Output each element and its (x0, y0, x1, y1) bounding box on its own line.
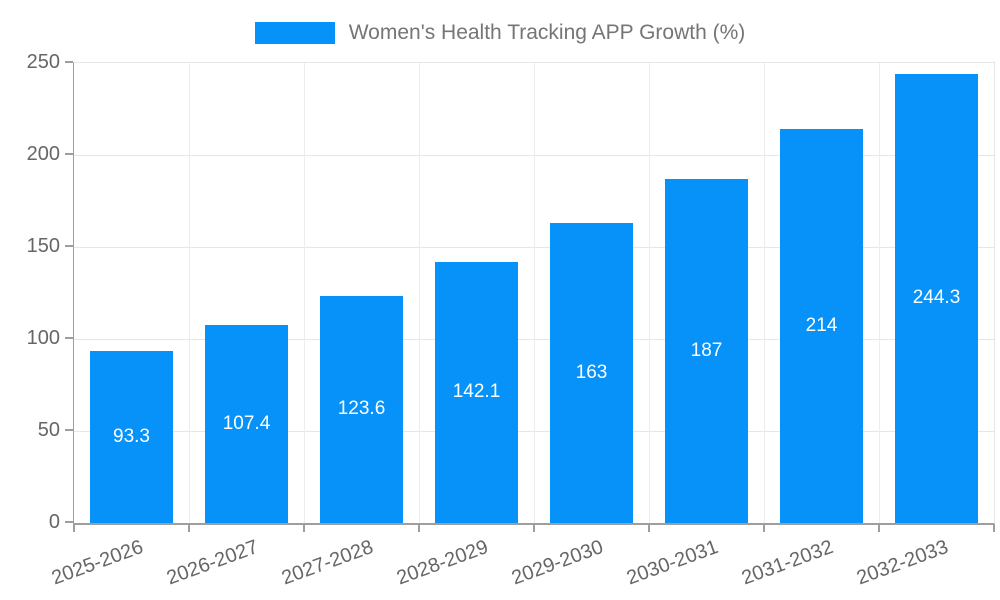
bar-2031-2032[interactable]: 214 (780, 129, 863, 523)
x-axis-tick-label: 2030-2031 (623, 536, 722, 590)
x-axis-tick-mark (303, 524, 305, 532)
y-axis-tick-label: 150 (26, 235, 60, 257)
y-axis-tick-mark (65, 245, 73, 247)
x-axis-tick-mark (763, 524, 765, 532)
gridline-vertical (764, 63, 765, 523)
bar-value-label: 93.3 (113, 426, 150, 448)
x-axis-tick-label: 2028-2029 (393, 536, 492, 590)
y-axis-tick-mark (65, 429, 73, 431)
y-axis-tick-mark (65, 153, 73, 155)
x-axis-tick-label: 2025-2026 (48, 536, 147, 590)
bar-2029-2030[interactable]: 163 (550, 223, 633, 523)
y-axis-tick-label: 0 (48, 511, 60, 533)
bar-value-label: 163 (575, 362, 608, 384)
y-axis-tick-label: 200 (26, 143, 60, 165)
gridline-vertical (879, 63, 880, 523)
gridline-vertical (534, 63, 535, 523)
bar-2025-2026[interactable]: 93.3 (90, 351, 173, 523)
gridline-vertical (419, 63, 420, 523)
y-axis-tick-label: 50 (37, 419, 60, 441)
x-axis-tick-label: 2031-2032 (738, 536, 837, 590)
y-axis-tick-mark (65, 521, 73, 523)
gridline-vertical (649, 63, 650, 523)
x-axis-tick-label: 2027-2028 (278, 536, 377, 590)
bar-value-label: 244.3 (912, 287, 961, 309)
x-axis-tick-mark (648, 524, 650, 532)
x-axis-tick-mark (73, 524, 75, 532)
y-axis-tick-label: 250 (26, 51, 60, 73)
legend-label: Women's Health Tracking APP Growth (%) (348, 21, 746, 44)
x-axis-tick-label: 2026-2027 (163, 536, 262, 590)
plot-area: 93.3 107.4 123.6 142.1 163 187 214 244.3 (73, 62, 995, 525)
x-axis-tick-mark (533, 524, 535, 532)
legend-swatch[interactable] (254, 22, 335, 44)
bar-value-label: 142.1 (452, 381, 501, 403)
bar-value-label: 107.4 (222, 413, 271, 435)
x-axis-tick-mark (188, 524, 190, 532)
x-axis-tick-mark (418, 524, 420, 532)
bar-value-label: 214 (805, 315, 838, 337)
bar-2032-2033[interactable]: 244.3 (895, 73, 978, 523)
y-axis-tick-label: 100 (26, 327, 60, 349)
x-axis-tick-label: 2032-2033 (853, 536, 952, 590)
bar-value-label: 187 (690, 339, 723, 361)
legend[interactable]: Women's Health Tracking APP Growth (%) (0, 18, 1000, 48)
bar-2028-2029[interactable]: 142.1 (435, 261, 518, 523)
bar-value-label: 123.6 (337, 398, 386, 420)
x-axis-tick-label: 2029-2030 (508, 536, 607, 590)
bar-2026-2027[interactable]: 107.4 (205, 325, 288, 523)
bar-2027-2028[interactable]: 123.6 (320, 295, 403, 523)
gridline-vertical (189, 63, 190, 523)
bar-2030-2031[interactable]: 187 (665, 178, 748, 523)
x-axis-tick-mark (993, 524, 995, 532)
y-axis-tick-mark (65, 61, 73, 63)
y-axis-tick-mark (65, 337, 73, 339)
x-axis-tick-mark (878, 524, 880, 532)
gridline-vertical (304, 63, 305, 523)
